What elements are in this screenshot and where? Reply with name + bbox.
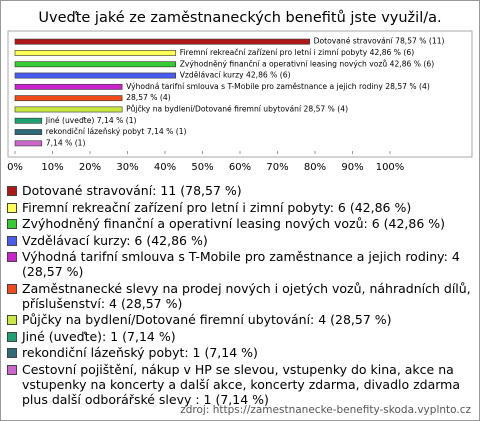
bar-label: 28,57 % (4) bbox=[126, 93, 171, 102]
bar-label: Půjčky na bydlení/Dotované firemní ubyto… bbox=[126, 104, 348, 113]
x-tick-label: 80% bbox=[304, 162, 326, 173]
legend-swatch bbox=[7, 315, 17, 325]
legend-label: Zaměstnanecké slevy na prodej nových i o… bbox=[22, 280, 471, 311]
bar-label: Zvýhodněný finanční a operativní leasing… bbox=[180, 59, 434, 68]
legend-label: Půjčky na bydlení/Dotované firemní ubyto… bbox=[22, 312, 392, 327]
legend-item: Jiné (uveďte): 1 (7,14 %) bbox=[7, 329, 473, 344]
legend-label: Vzdělávací kurzy: 6 (42,86 %) bbox=[22, 232, 208, 248]
legend-item: Výhodná tarifní smlouva s T-Mobile pro z… bbox=[7, 249, 473, 279]
legend-item: Vzdělávací kurzy: 6 (42,86 %) bbox=[7, 233, 473, 248]
legend-item: Zaměstnanecké slevy na prodej nových i o… bbox=[7, 281, 473, 311]
legend-swatch bbox=[7, 252, 17, 262]
legend-item: Cestovní pojištění, nákup v HP se slevou… bbox=[7, 362, 473, 407]
legend-swatch bbox=[7, 235, 17, 246]
x-tick-label: 50% bbox=[191, 162, 213, 173]
legend-label: Dotované stravování: 11 (78,57 %) bbox=[22, 183, 242, 198]
bar-label: Firemní rekreační zařízení pro letní i z… bbox=[180, 48, 414, 57]
legend-label: Jiné (uveďte): 1 (7,14 %) bbox=[22, 328, 176, 344]
x-tick-label: 30% bbox=[116, 162, 138, 173]
bar-label: rekondiční lázeňský pobyt 7,14 % (1) bbox=[46, 127, 187, 136]
legend-label: rekondiční lázeňský pobyt: 1 (7,14 %) bbox=[22, 345, 258, 360]
bar bbox=[14, 95, 123, 102]
source: zdroj: https://zamestnanecke-benefity-sk… bbox=[180, 404, 471, 416]
legend-swatch bbox=[7, 331, 17, 342]
legend-label: Výhodná tarifní smlouva s T-Mobile pro z… bbox=[22, 249, 460, 279]
x-tick-label: 70% bbox=[266, 162, 288, 173]
legend-item: Firemní rekreační zařízení pro letní i z… bbox=[7, 200, 473, 215]
legend-swatch bbox=[7, 364, 17, 375]
bar-label: 7,14 % (1) bbox=[46, 138, 86, 147]
legend: Dotované stravování: 11 (78,57 %) Firemní… bbox=[7, 183, 473, 408]
x-tick-label: 10% bbox=[41, 162, 63, 173]
x-tick-label: 0% bbox=[7, 162, 23, 173]
legend-item: Půjčky na bydlení/Dotované firemní ubyto… bbox=[7, 312, 473, 327]
bar-label: Dotované stravování 78,57 % (11) bbox=[314, 37, 445, 46]
legend-label: Firemní rekreační zařízení pro letní i z… bbox=[22, 199, 412, 215]
bar-label: Jiné (uveďte) 7,14 % (1) bbox=[45, 116, 137, 125]
bar bbox=[14, 129, 43, 135]
bar bbox=[14, 72, 177, 79]
legend-swatch bbox=[7, 348, 17, 358]
x-tick-label: 60% bbox=[229, 162, 251, 173]
x-tick-label: 20% bbox=[79, 162, 101, 173]
bar bbox=[14, 38, 310, 45]
legend-label: Zvýhodněný finanční a operativní leasing… bbox=[22, 216, 446, 231]
legend-swatch bbox=[7, 283, 17, 294]
x-tick-label: 40% bbox=[154, 162, 176, 173]
bar-label: Výhodná tarifní smlouva s T-Mobile pro z… bbox=[126, 82, 430, 91]
chart: Uveďte jaké ze zaměstnaneckých benefitů … bbox=[7, 10, 473, 173]
plot-frame bbox=[7, 30, 473, 158]
bar bbox=[14, 117, 43, 124]
bar bbox=[14, 140, 43, 147]
x-tick-label: 90% bbox=[341, 162, 363, 173]
bar bbox=[14, 83, 123, 90]
chart-title: Uveďte jaké ze zaměstnaneckých benefitů … bbox=[38, 10, 441, 26]
bar bbox=[14, 61, 177, 68]
legend-swatch bbox=[7, 186, 17, 196]
legend-item: Dotované stravování: 11 (78,57 %) bbox=[7, 183, 473, 198]
legend-swatch bbox=[7, 219, 17, 229]
bar-label: Vzdělávací kurzy 42,86 % (6) bbox=[180, 71, 291, 80]
bar bbox=[14, 106, 123, 113]
x-tick-label: 100% bbox=[376, 162, 405, 173]
legend-swatch bbox=[7, 202, 17, 213]
legend-item: rekondiční lázeňský pobyt: 1 (7,14 %) bbox=[7, 345, 473, 360]
legend-item: Zvýhodněný finanční a operativní leasing… bbox=[7, 216, 473, 231]
bar bbox=[14, 50, 177, 56]
legend-label: Cestovní pojištění, nákup v HP se slevou… bbox=[22, 361, 461, 407]
